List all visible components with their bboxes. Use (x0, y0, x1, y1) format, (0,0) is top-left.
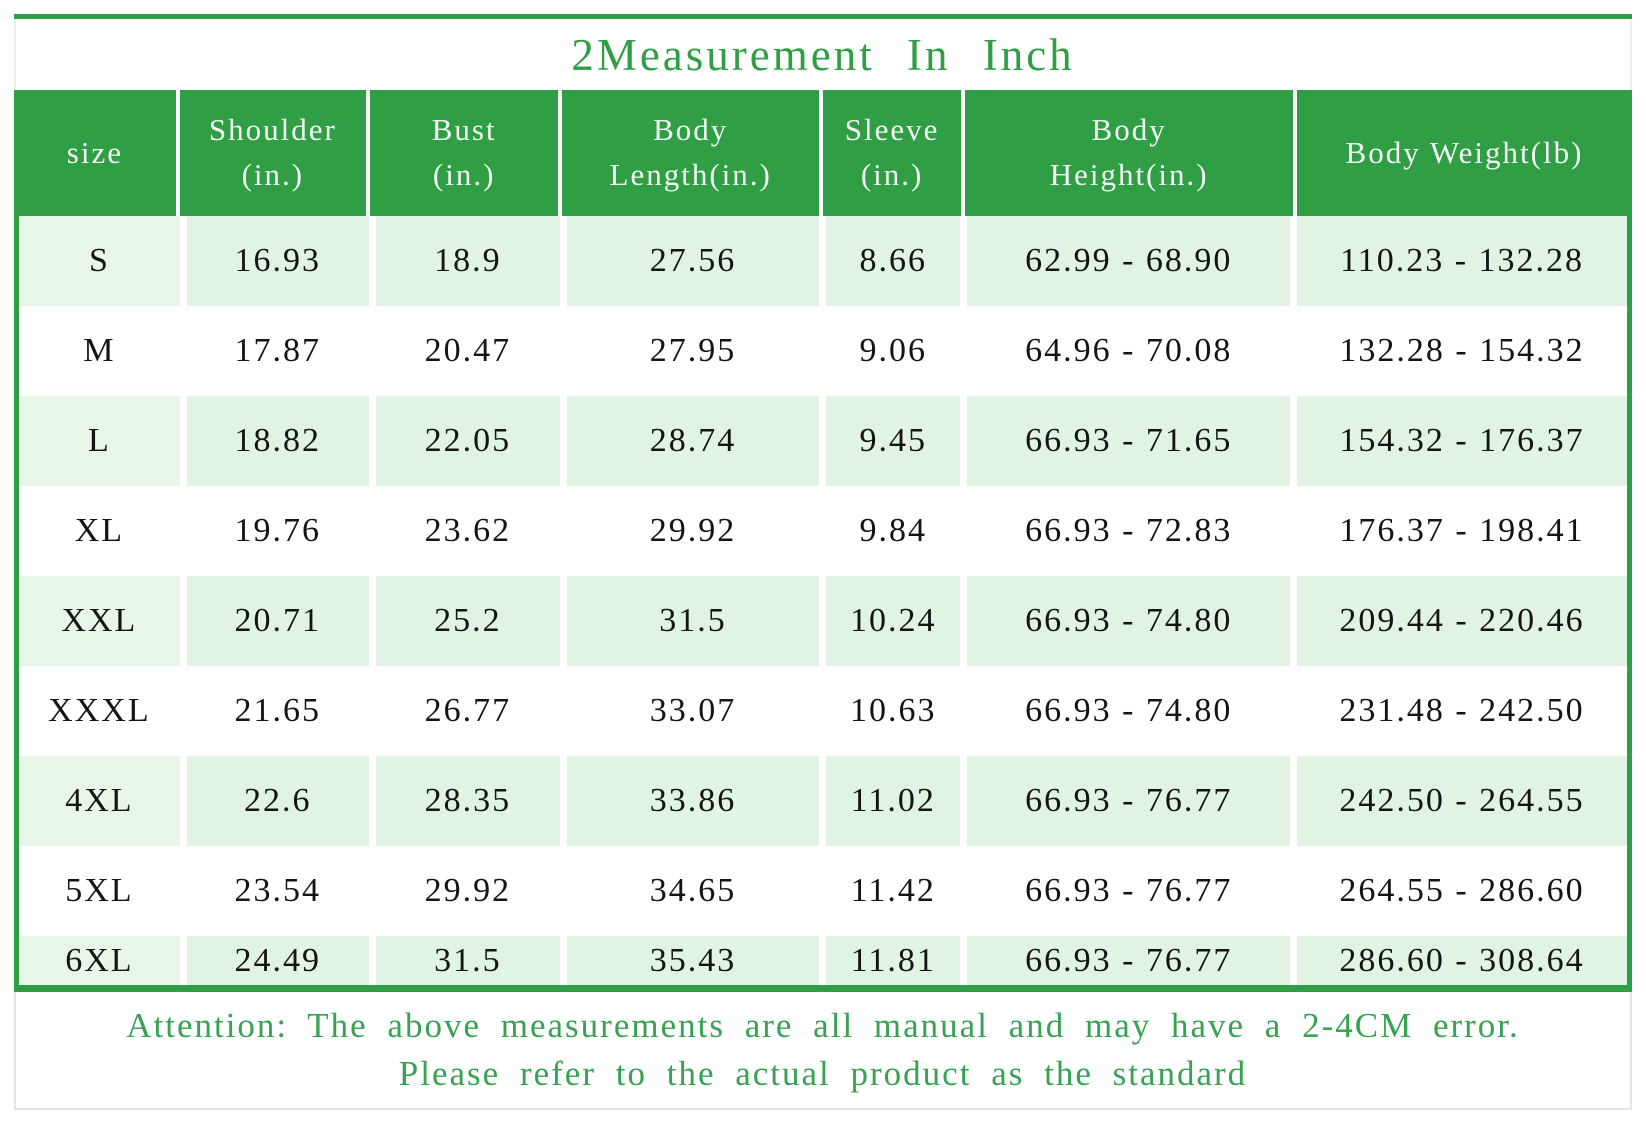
table-row-xxl: XXL 20.71 25.2 31.5 10.24 66.93 - 74.80 … (19, 576, 1627, 666)
table-row-m: M 17.87 20.47 27.95 9.06 64.96 - 70.08 1… (19, 306, 1627, 396)
table-cell: 20.47 (368, 306, 560, 396)
table-cell: 33.07 (560, 666, 819, 756)
table-row-5xl: 5XL 23.54 29.92 34.65 11.42 66.93 - 76.7… (19, 846, 1627, 936)
table-cell: 10.24 (818, 576, 961, 666)
table-cell: 132.28 - 154.32 (1290, 306, 1627, 396)
table-cell: 9.45 (818, 396, 961, 486)
table-cell: 10.63 (818, 666, 961, 756)
table-cell: 31.5 (368, 936, 561, 985)
table-body: S 16.93 18.9 27.56 8.66 62.99 - 68.90 11… (14, 216, 1632, 985)
size-label: L (19, 396, 180, 486)
page-title: 2Measurement In Inch (571, 29, 1075, 80)
table-cell: 66.93 - 74.80 (960, 576, 1291, 666)
table-cell: 242.50 - 264.55 (1290, 756, 1627, 846)
table-cell: 11.02 (818, 756, 961, 846)
table-cell: 64.96 - 70.08 (960, 306, 1290, 396)
table-cell: 28.35 (368, 756, 561, 846)
table-cell: 28.74 (560, 396, 819, 486)
table-cell: 18.82 (179, 396, 369, 486)
table-cell: 11.42 (818, 846, 961, 936)
table-cell: 19.76 (179, 486, 369, 576)
table-cell: 264.55 - 286.60 (1290, 846, 1627, 936)
table-cell: 286.60 - 308.64 (1290, 936, 1627, 985)
header-cell-size: size (66, 134, 123, 170)
table-row-s: S 16.93 18.9 27.56 8.66 62.99 - 68.90 11… (19, 216, 1627, 306)
table-cell: 35.43 (560, 936, 819, 985)
table-cell: 66.93 - 76.77 (960, 846, 1290, 936)
title-band: 2Measurement In Inch (14, 19, 1632, 90)
table-row-xxxl: XXXL 21.65 26.77 33.07 10.63 66.93 - 74.… (19, 666, 1627, 756)
table-cell: 29.92 (368, 846, 560, 936)
size-label: 5XL (65, 872, 134, 909)
table-row-l: L 18.82 22.05 28.74 9.45 66.93 - 71.65 1… (19, 396, 1627, 486)
table-row-4xl: 4XL 22.6 28.35 33.86 11.02 66.93 - 76.77… (19, 756, 1627, 846)
table-cell: 66.93 - 71.65 (960, 396, 1291, 486)
table-cell: 33.86 (560, 756, 819, 846)
table-cell: 11.81 (818, 936, 961, 985)
table-cell: 9.84 (818, 486, 961, 576)
header-cell-body-length: Body Length(in.) (558, 90, 818, 216)
top-green-divider (14, 14, 1632, 19)
table-cell: 16.93 (179, 216, 369, 306)
attention-note: Attention: The above measurements are al… (14, 992, 1632, 1110)
table-cell: 21.65 (179, 666, 369, 756)
table-cell: 66.93 - 76.77 (960, 936, 1291, 985)
header-cell-body-weight: Body Weight(lb) (1292, 90, 1632, 216)
table-header-row: size Shoulder (in.) Bust (in.) Body Leng… (14, 90, 1632, 216)
table-cell: 110.23 - 132.28 (1290, 216, 1627, 306)
table-cell: 23.54 (179, 846, 369, 936)
table-cell: 17.87 (179, 306, 369, 396)
header-cell-bust: Bust (in.) (365, 90, 559, 216)
table-row-6xl: 6XL 24.49 31.5 35.43 11.81 66.93 - 76.77… (19, 936, 1627, 985)
table-cell: 8.66 (818, 216, 961, 306)
table-cell: 22.6 (179, 756, 369, 846)
header-cell-sleeve: Sleeve (in.) (818, 90, 961, 216)
table-cell: 25.2 (368, 576, 561, 666)
table-cell: 29.92 (560, 486, 819, 576)
size-label: S (19, 216, 180, 306)
table-cell: 27.56 (560, 216, 819, 306)
table-cell: 27.95 (560, 306, 819, 396)
table-cell: 26.77 (368, 666, 560, 756)
table-cell: 209.44 - 220.46 (1290, 576, 1627, 666)
table-cell: 18.9 (368, 216, 561, 306)
table-cell: 176.37 - 198.41 (1290, 486, 1627, 576)
table-cell: 66.93 - 76.77 (960, 756, 1291, 846)
attention-note-line-2: Please refer to the actual product as th… (398, 1054, 1248, 1093)
table-cell: 154.32 - 176.37 (1290, 396, 1627, 486)
header-cell-shoulder: Shoulder (in.) (175, 90, 366, 216)
size-label: XXXL (48, 692, 151, 729)
size-label: XL (74, 512, 125, 549)
size-label: 6XL (19, 936, 180, 985)
table-cell: 231.48 - 242.50 (1290, 666, 1627, 756)
table-cell: 20.71 (179, 576, 369, 666)
bottom-green-divider (14, 985, 1632, 992)
table-cell: 34.65 (560, 846, 819, 936)
table-cell: 24.49 (179, 936, 369, 985)
table-cell: 62.99 - 68.90 (960, 216, 1291, 306)
table-cell: 9.06 (818, 306, 961, 396)
table-cell: 66.93 - 74.80 (960, 666, 1290, 756)
table-cell: 66.93 - 72.83 (960, 486, 1290, 576)
size-label: 4XL (19, 756, 180, 846)
attention-note-line-1: Attention: The above measurements are al… (126, 1006, 1520, 1045)
size-label: XXL (19, 576, 180, 666)
table-row-xl: XL 19.76 23.62 29.92 9.84 66.93 - 72.83 … (19, 486, 1627, 576)
table-cell: 23.62 (368, 486, 560, 576)
size-label: M (83, 332, 116, 369)
header-cell-body-height: Body Height(in.) (961, 90, 1293, 216)
table-cell: 22.05 (368, 396, 561, 486)
size-chart-sheet: 2Measurement In Inch size Shoulder (in.)… (14, 14, 1632, 1110)
table-cell: 31.5 (560, 576, 819, 666)
